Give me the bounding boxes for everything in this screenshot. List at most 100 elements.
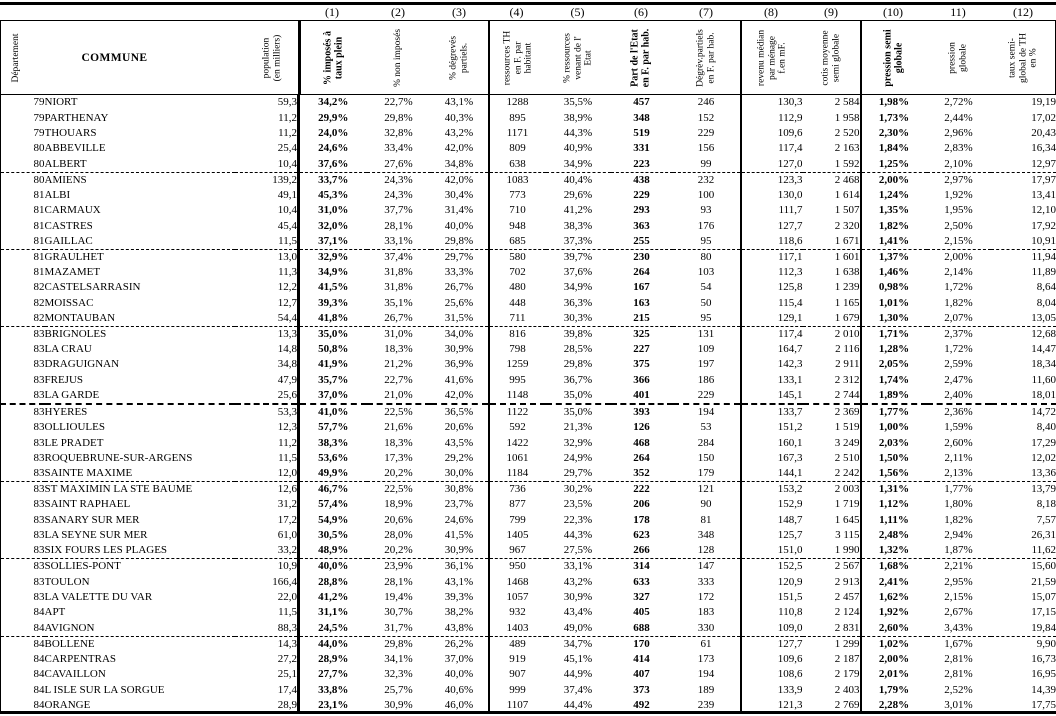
cell-degrev-partiels-f: 229 <box>672 388 741 406</box>
table-body: 79 NIORT 59,3 34,2% 22,7% 43,1% 1288 35,5% 457 24… <box>0 95 1056 714</box>
cell-ressources-th: 1405 <box>487 528 546 544</box>
cell-departement: 83 <box>0 497 45 513</box>
cell-ressources-th: 638 <box>487 156 546 173</box>
cell-degrev-partiels-f: 54 <box>700 281 712 294</box>
cell-commune: AMIENS <box>44 173 87 186</box>
cell-pct-non-imposes: 32,3% <box>384 668 413 681</box>
cell-part-etat: 363 <box>633 219 650 232</box>
cell-ressources-th: 685 <box>487 233 546 250</box>
cell-pct-non-imposes: 25,7% <box>384 683 413 696</box>
header-col-2-label: % non imposés <box>392 28 403 87</box>
cell-pct-non-imposes: 35,1% <box>384 296 413 309</box>
cell-cotis-moyenne: 2 510 <box>834 452 860 465</box>
cell-pression-semi-globale: 1,74% <box>859 372 927 389</box>
cell-pct-ressources-etat: 23,5% <box>563 498 593 511</box>
cell-pct-imposes-taux-plein: 41,8% <box>297 310 367 327</box>
table-row: 83 LA CRAU 14,8 50,8% 18,3% 30,9% 798 28,5% 227 1… <box>0 341 1056 358</box>
cell-degrev-partiels-f: 197 <box>697 358 715 371</box>
header-col-7: Dégrèv.partiels en F. par hab. <box>672 21 740 94</box>
cell-departement: 82 <box>0 280 45 296</box>
cell-pression-semi-globale: 1,11% <box>859 512 927 529</box>
cell-pct-ressources-etat: 34,9% <box>563 281 593 294</box>
table-row: 82 MONTAUBAN 54,4 41,8% 26,7% 31,5% 711 30,3% 21… <box>0 310 1056 327</box>
cell-departement: 83 <box>0 341 45 358</box>
cell-pression-globale: 2,37% <box>944 327 973 340</box>
cell-population: 10,9 <box>277 560 297 573</box>
cell-population: 17,4 <box>277 683 297 696</box>
cell-departement: 83 <box>0 481 45 498</box>
cell-population: 33,2 <box>234 543 299 560</box>
cell-pct-non-imposes: 26,7% <box>366 310 431 327</box>
cell-pression-globale: 1,92% <box>944 188 973 201</box>
cell-cotis-moyenne: 3 115 <box>835 529 860 542</box>
cell-degrev-partiels-f: 179 <box>672 466 741 483</box>
cell-pression-globale: 1,72% <box>944 281 973 294</box>
cell-pct-degreves-partiels: 43,1% <box>444 96 474 109</box>
cell-taux-semi-global: 15,60 <box>990 558 1056 575</box>
cell-pression-globale: 2,72% <box>944 96 973 109</box>
cell-population: 88,3 <box>234 620 299 637</box>
cell-revenu-median: 130,0 <box>739 187 803 203</box>
cell-degrev-partiels-f: 150 <box>697 452 715 465</box>
cell-departement: 83 <box>0 543 45 560</box>
cell-departement: 83 <box>0 404 45 421</box>
cell-population: 14,8 <box>277 343 297 356</box>
cell-revenu-median: 152,9 <box>739 497 803 513</box>
cell-revenu-median: 110,8 <box>739 605 803 621</box>
table-row: 81 GRAULHET 13,0 32,9% 37,4% 29,7% 580 39,7% 230… <box>0 249 1056 265</box>
cell-commune: CARMAUX <box>44 204 101 217</box>
cell-departement: 84 <box>0 651 45 667</box>
table-row: 84 L ISLE SUR LA SORGUE 17,4 33,8% 25,7% 40,6… <box>0 682 1056 698</box>
table-row: 82 CASTELSARRASIN 12,2 41,5% 31,8% 26,7% 480 34… <box>0 280 1056 296</box>
header-departement: Département <box>10 32 21 83</box>
cell-revenu-median: 120,9 <box>739 574 803 590</box>
cell-part-etat: 255 <box>610 233 673 250</box>
cell-pression-semi-globale: 1,01% <box>859 295 927 311</box>
cell-population: 139,2 <box>272 173 297 186</box>
cell-pct-degreves-partiels: 38,2% <box>444 606 474 619</box>
cell-cotis-moyenne: 1 645 <box>834 513 860 526</box>
cell-pct-ressources-etat: 44,4% <box>563 698 593 711</box>
cell-ressources-th: 907 <box>487 666 546 683</box>
column-number-12: (12) <box>1013 5 1033 19</box>
cell-pression-globale: 1,72% <box>944 343 973 356</box>
cell-degrev-partiels-f: 152 <box>697 111 715 124</box>
cell-cotis-moyenne: 2 403 <box>834 683 860 696</box>
cell-cotis-moyenne: 1 592 <box>802 156 861 173</box>
cell-degrev-partiels-f: 330 <box>672 620 741 637</box>
cell-pct-degreves-partiels: 43,5% <box>444 436 474 449</box>
cell-degrev-partiels-f: 232 <box>697 173 715 186</box>
cell-degrev-partiels-f: 284 <box>697 436 715 449</box>
cell-revenu-median: 142,3 <box>739 357 803 373</box>
cell-pct-degreves-partiels: 31,5% <box>430 310 489 327</box>
cell-population: 47,9 <box>277 373 297 386</box>
cell-departement: 83 <box>0 372 45 389</box>
cell-pct-ressources-etat: 39,7% <box>563 250 593 263</box>
cell-degrev-partiels-f: 80 <box>700 250 712 263</box>
cell-pression-semi-globale: 1,32% <box>859 543 927 560</box>
header-left-group: Département COMMUNE population (en milliers… <box>0 21 298 94</box>
cell-commune: CASTRES <box>44 219 93 232</box>
table-row: 84 CAVAILLON 25,1 27,7% 32,3% 40,0% 907 44,9% 40… <box>0 666 1056 683</box>
cell-population: 61,0 <box>277 529 297 542</box>
cell-pct-degreves-partiels: 37,0% <box>444 652 474 665</box>
cell-population: 49,1 <box>277 188 297 201</box>
cell-pression-globale: 3,43% <box>926 620 991 637</box>
cell-degrev-partiels-f: 131 <box>697 327 715 340</box>
cell-pression-globale: 1,82% <box>944 296 973 309</box>
cell-pression-globale: 2,96% <box>944 126 973 139</box>
cell-pct-non-imposes: 28,1% <box>384 575 413 588</box>
cell-commune: BRIGNOLES <box>44 327 107 340</box>
cell-pct-non-imposes: 30,7% <box>384 606 413 619</box>
cell-pct-ressources-etat: 32,9% <box>563 436 593 449</box>
cell-pct-ressources-etat: 34,9% <box>545 156 611 173</box>
cell-taux-semi-global: 17,02 <box>990 110 1056 126</box>
cell-revenu-median: 127,7 <box>739 218 803 234</box>
cell-pct-degreves-partiels: 30,9% <box>444 343 474 356</box>
header-col-12-label: taux semi-global de TH en % <box>1006 32 1038 83</box>
cell-part-etat: 401 <box>610 388 673 406</box>
cell-pct-imposes-taux-plein: 46,7% <box>297 481 367 498</box>
cell-ressources-th: 711 <box>487 310 546 327</box>
cell-part-etat: 266 <box>610 543 673 560</box>
cell-taux-semi-global: 17,15 <box>990 605 1056 621</box>
